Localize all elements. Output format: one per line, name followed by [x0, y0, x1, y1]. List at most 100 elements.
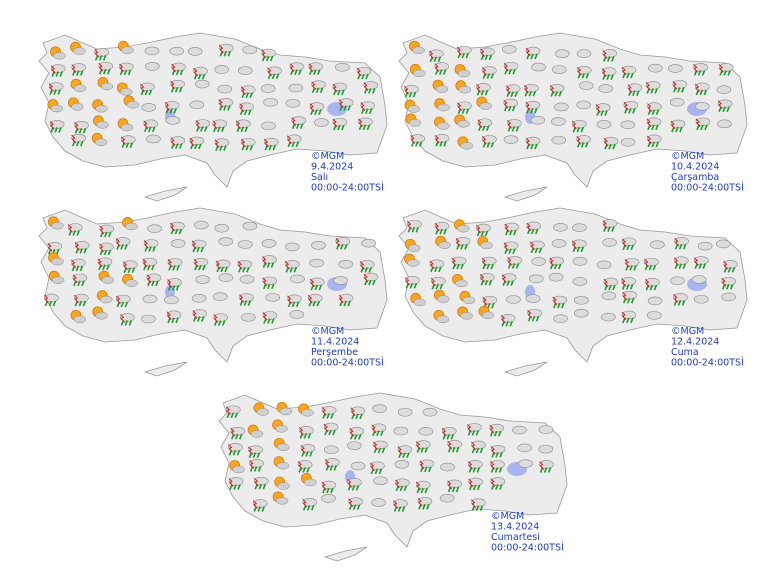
- lightning: [348, 498, 354, 507]
- lightning: [481, 136, 487, 145]
- cloud: [512, 425, 527, 435]
- cloud: [95, 104, 108, 113]
- cloud: [218, 237, 234, 246]
- caption-hours: 00:00-24:00TSİ: [671, 183, 744, 194]
- weather-icon: [187, 47, 203, 56]
- weather-icon: [620, 137, 636, 147]
- weather-icon: [286, 134, 302, 148]
- weather-icon: [373, 476, 388, 486]
- lightning: [262, 256, 267, 265]
- lightning: [647, 103, 652, 112]
- lightning: [480, 48, 485, 58]
- weather-icon: [48, 252, 64, 266]
- cloud: [538, 425, 554, 434]
- cloud: [121, 46, 134, 54]
- lightning: [539, 461, 544, 470]
- cloud: [578, 81, 594, 90]
- weather-icon: [91, 132, 108, 147]
- lightning: [212, 120, 218, 130]
- lightning: [622, 291, 628, 301]
- weather-icon: [471, 440, 486, 454]
- cloud: [697, 241, 713, 251]
- weather-icon: [467, 460, 483, 473]
- cloud: [120, 88, 133, 96]
- cloud: [440, 462, 455, 472]
- cloud: [408, 119, 422, 127]
- weather-icon: [323, 422, 339, 436]
- weather-icon: [409, 63, 426, 78]
- lightning: [602, 220, 608, 229]
- cloud: [277, 482, 290, 490]
- lightning: [248, 446, 253, 456]
- weather-icon: [213, 313, 229, 326]
- lightning: [72, 274, 78, 284]
- lightning: [347, 478, 352, 488]
- lightning: [477, 119, 483, 129]
- weather-icon: [253, 402, 270, 416]
- weather-icon: [338, 98, 354, 111]
- cloud: [187, 47, 203, 56]
- weather-icon: [117, 118, 134, 132]
- lightning: [323, 423, 329, 433]
- lightning: [501, 274, 507, 283]
- lightning: [230, 427, 236, 437]
- weather-icon: [143, 119, 159, 133]
- weather-icon: [478, 305, 495, 320]
- lightning: [338, 99, 344, 108]
- weather-icon: [262, 276, 278, 290]
- caption-copyright: ©MGM: [671, 326, 704, 337]
- lightning: [673, 294, 678, 303]
- weather-icon: [578, 81, 594, 90]
- lightning: [624, 259, 630, 268]
- lightning: [525, 101, 531, 111]
- cloud: [528, 274, 544, 284]
- lightning: [356, 67, 362, 77]
- lightning: [530, 241, 535, 251]
- weather-icon: [405, 276, 420, 289]
- weather-icon: [415, 480, 431, 494]
- lightning: [237, 260, 243, 270]
- lightning: [143, 120, 149, 130]
- cloud: [437, 103, 450, 112]
- lightning: [98, 62, 104, 72]
- lightning: [44, 294, 49, 304]
- weather-icon: [98, 61, 114, 75]
- lightning: [332, 83, 338, 93]
- weather-icon: [96, 290, 113, 304]
- weather-icon: [697, 241, 713, 251]
- lightning: [457, 102, 462, 112]
- weather-icon: [477, 118, 493, 132]
- weather-icon: [429, 259, 445, 273]
- caption-day: Perşembe: [311, 347, 358, 358]
- weather-icon: [490, 460, 505, 473]
- cloud: [285, 99, 301, 108]
- weather-icon: [373, 440, 388, 454]
- cloud: [457, 120, 470, 128]
- weather-icon: [453, 219, 470, 233]
- cloud: [304, 478, 317, 487]
- weather-icon: [441, 426, 457, 440]
- cloud: [531, 62, 546, 72]
- weather-icon: [99, 242, 114, 256]
- lightning: [476, 83, 481, 93]
- weather-icon: [432, 79, 449, 93]
- weather-icon: [433, 309, 450, 324]
- lightning: [146, 274, 152, 284]
- lightning: [549, 84, 555, 94]
- cloud: [321, 494, 336, 503]
- weather-icon: [261, 121, 276, 131]
- weather-icon: [422, 407, 438, 417]
- lightning: [523, 84, 529, 94]
- lightning: [297, 461, 303, 470]
- caption-hours: 00:00-24:00TSİ: [311, 183, 384, 194]
- weather-icon: [191, 239, 207, 253]
- cloud: [413, 298, 426, 307]
- cloud: [50, 104, 64, 113]
- lightning: [602, 50, 608, 59]
- weather-icon: [538, 425, 554, 434]
- weather-icon: [503, 135, 519, 144]
- lightning: [447, 480, 452, 490]
- lightning: [415, 481, 421, 491]
- cloud: [596, 260, 612, 270]
- lightning: [289, 63, 295, 72]
